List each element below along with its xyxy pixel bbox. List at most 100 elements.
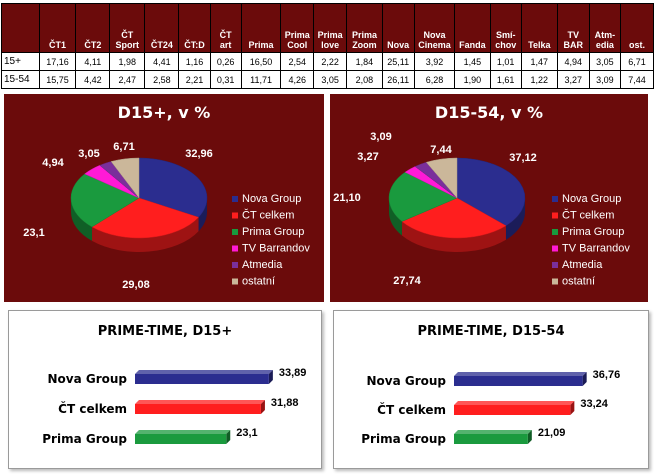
legend-label: Nova Group <box>562 193 621 205</box>
column-header-text: ČT:D <box>184 40 205 50</box>
column-header-text: Atm- <box>594 30 616 40</box>
bar-value-label: 21,09 <box>538 427 566 439</box>
bar-category-label: Nova Group <box>47 372 127 386</box>
table-cell: 4,94 <box>556 52 590 71</box>
pie-slice <box>110 157 140 199</box>
column-header-text: ost. <box>629 40 646 50</box>
table-cell: 2,22 <box>312 52 348 71</box>
pie-slice <box>456 157 526 227</box>
column-header-text: Cool <box>287 40 308 50</box>
column-header-text: Prima <box>351 30 377 40</box>
pie-slice-side <box>401 221 506 252</box>
bar <box>135 374 269 384</box>
pie-chart-d15plus: D15+, v % 32,96 29,08 23,1 4,94 3,05 6,71 Nova … <box>4 94 324 302</box>
pie-slice-side <box>505 198 525 240</box>
table-corner <box>1 3 40 53</box>
pie-value-label: 23,1 <box>23 227 44 239</box>
table-cell: 4,11 <box>75 52 111 71</box>
column-header: Prima <box>240 3 282 53</box>
pie-value-label: 7,44 <box>430 144 452 156</box>
legend-swatch <box>552 229 558 235</box>
column-header: ČT Sport <box>109 3 146 53</box>
pie-slice-side <box>92 217 199 252</box>
pie-slice-side <box>198 198 207 232</box>
legend-label: TV Barrandov <box>562 243 630 255</box>
table-cell: 2,21 <box>178 70 211 89</box>
column-header-text: Prima <box>248 40 274 50</box>
bar-value-label: 33,24 <box>580 398 608 410</box>
chart-title: PRIME-TIME, D15-54 <box>417 324 564 339</box>
bar-category-label: Nova Group <box>366 374 446 388</box>
table-cell: 15,75 <box>38 70 77 89</box>
legend-label: ostatní <box>562 276 595 288</box>
legend-swatch <box>552 245 558 252</box>
pie-svg: D15-54, v % 37,12 27,74 21,10 3,27 3,09 7,44 No… <box>333 103 630 288</box>
column-header: ČT24 <box>144 3 180 53</box>
legend-label: Prima Group <box>562 226 624 238</box>
column-header-text: BAR <box>563 40 584 50</box>
legend-swatch <box>552 212 558 219</box>
pie-value-label: 32,96 <box>185 148 213 160</box>
row-label: 15+ <box>1 52 40 71</box>
bar-end <box>260 400 265 414</box>
table-cell: 1,45 <box>454 52 491 71</box>
legend-swatch <box>552 262 558 268</box>
table-cell: 1,61 <box>489 70 522 89</box>
bar <box>135 434 227 444</box>
table-cell: 4,42 <box>75 70 111 89</box>
table-cell: 11,71 <box>240 70 282 89</box>
column-header-text: ČT2 <box>84 40 102 50</box>
pie-slice <box>388 171 458 222</box>
pie-value-label: 6,71 <box>113 141 134 153</box>
column-header: Fanda <box>454 3 491 53</box>
column-header-text: Telka <box>528 40 551 50</box>
bar <box>454 376 583 386</box>
column-header-text: Prima <box>284 30 310 40</box>
legend-label: TV Barrandov <box>242 243 310 255</box>
table-cell: 4,41 <box>144 52 180 71</box>
pie-svg: D15+, v % 32,96 29,08 23,1 4,94 3,05 6,71 Nova … <box>23 103 310 291</box>
table-cell: 17,16 <box>38 52 77 71</box>
table-cell: 0,26 <box>209 52 242 71</box>
column-header: Nova <box>381 3 415 53</box>
table-cell: 3,05 <box>588 52 622 71</box>
table-cell: 1,90 <box>454 70 491 89</box>
table-cell: 26,11 <box>381 70 415 89</box>
bar-svg: PRIME-TIME, D15+ 33,89 Nova Group 31,88 ČT c… <box>42 324 307 446</box>
share-table: ČT1 ČT2 ČT Sport ČT24 ČT:D ČT art Prima Prima Cool… <box>1 3 654 89</box>
table-row: 15+ 17,16 4,11 1,98 4,41 1,16 0,26 16,50 2,54 2,2… <box>1 52 654 71</box>
column-header-text: ČT1 <box>49 40 67 50</box>
legend-swatch <box>552 196 558 202</box>
bar-chart-prime-time-d15plus: PRIME-TIME, D15+ 33,89 Nova Group 31,88 ČT c… <box>8 310 322 469</box>
bar-category-label: ČT celkem <box>58 401 127 416</box>
table-cell: 2,54 <box>280 52 314 71</box>
legend-label: ostatní <box>242 276 275 288</box>
bar-end <box>268 370 273 384</box>
bar-svg: PRIME-TIME, D15-54 36,76 Nova Group 33,24 ČT… <box>361 324 620 446</box>
table-cell: 2,47 <box>109 70 146 89</box>
column-header-text: ČT <box>219 30 232 40</box>
column-header-text: chov <box>495 40 517 50</box>
column-header-text: art <box>219 40 232 50</box>
legend-label: Atmedia <box>242 259 283 271</box>
bar-value-label: 33,89 <box>279 367 307 379</box>
table-cell: 1,16 <box>178 52 211 71</box>
legend-label: Atmedia <box>562 259 603 271</box>
column-header-text: Cinema <box>418 40 451 50</box>
column-header: ČT:D <box>178 3 211 53</box>
column-header-text: Fanda <box>459 40 486 50</box>
column-header: Smí-chov <box>489 3 522 53</box>
column-header: Telka <box>520 3 558 53</box>
table-cell: 6,71 <box>620 52 654 71</box>
bar-end <box>527 430 532 444</box>
column-header-text: Nova <box>423 30 446 40</box>
bar-chart-prime-time-d15-54: PRIME-TIME, D15-54 36,76 Nova Group 33,24 ČT… <box>333 310 649 469</box>
chart-title: PRIME-TIME, D15+ <box>98 324 232 339</box>
table-cell: 3,92 <box>413 52 456 71</box>
pie-value-label: 27,74 <box>393 275 421 287</box>
column-header-text: Zoom <box>352 40 377 50</box>
bar-end <box>570 401 575 415</box>
table-cell: 3,27 <box>556 70 590 89</box>
bar-top <box>454 401 575 405</box>
column-header: Prima love <box>312 3 348 53</box>
